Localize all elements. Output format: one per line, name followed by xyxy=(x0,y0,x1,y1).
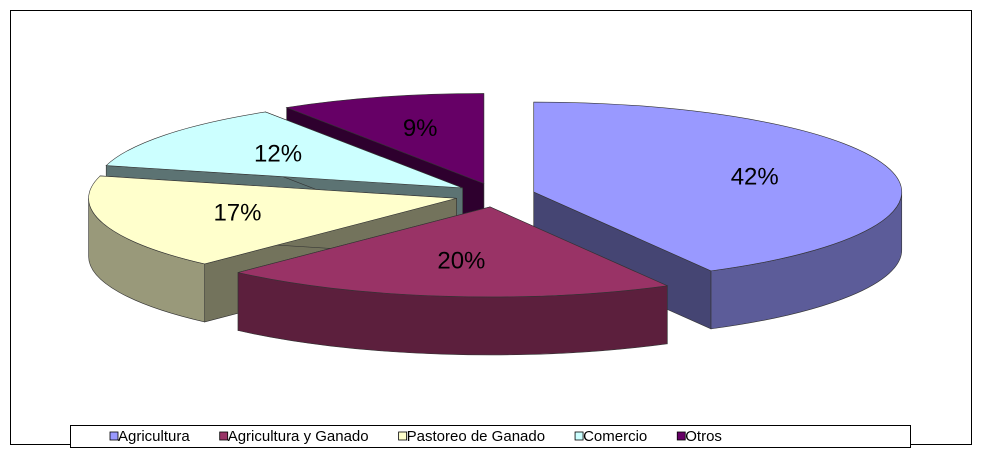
slice-top xyxy=(105,111,463,189)
legend: Agricultura Agricultura y Ganado Pastoreo … xyxy=(109,428,722,445)
legend-label: Agricultura y Ganado xyxy=(228,428,369,445)
legend-label: Pastoreo de Ganado xyxy=(407,428,545,445)
legend-box xyxy=(70,425,911,448)
data-label: 9% xyxy=(403,115,438,142)
slice-top xyxy=(237,206,669,298)
legend-swatch xyxy=(219,431,229,441)
data-label: 17% xyxy=(213,199,261,226)
legend-label: Agricultura xyxy=(118,428,190,445)
legend-swatch xyxy=(109,431,119,441)
data-label: 12% xyxy=(254,140,302,167)
legend-swatch xyxy=(574,431,584,441)
legend-label: Otros xyxy=(685,428,722,445)
legend-swatch xyxy=(676,431,686,441)
pie: 42% 20% 17% 12% 9% xyxy=(88,93,903,356)
slice-top xyxy=(285,93,485,184)
slice xyxy=(237,206,669,356)
data-label: 20% xyxy=(437,248,485,275)
slice-top xyxy=(88,175,457,265)
legend-label: Comercio xyxy=(583,428,647,445)
slice-top xyxy=(533,101,903,272)
data-label: 42% xyxy=(731,163,779,190)
legend-swatch xyxy=(398,431,408,441)
